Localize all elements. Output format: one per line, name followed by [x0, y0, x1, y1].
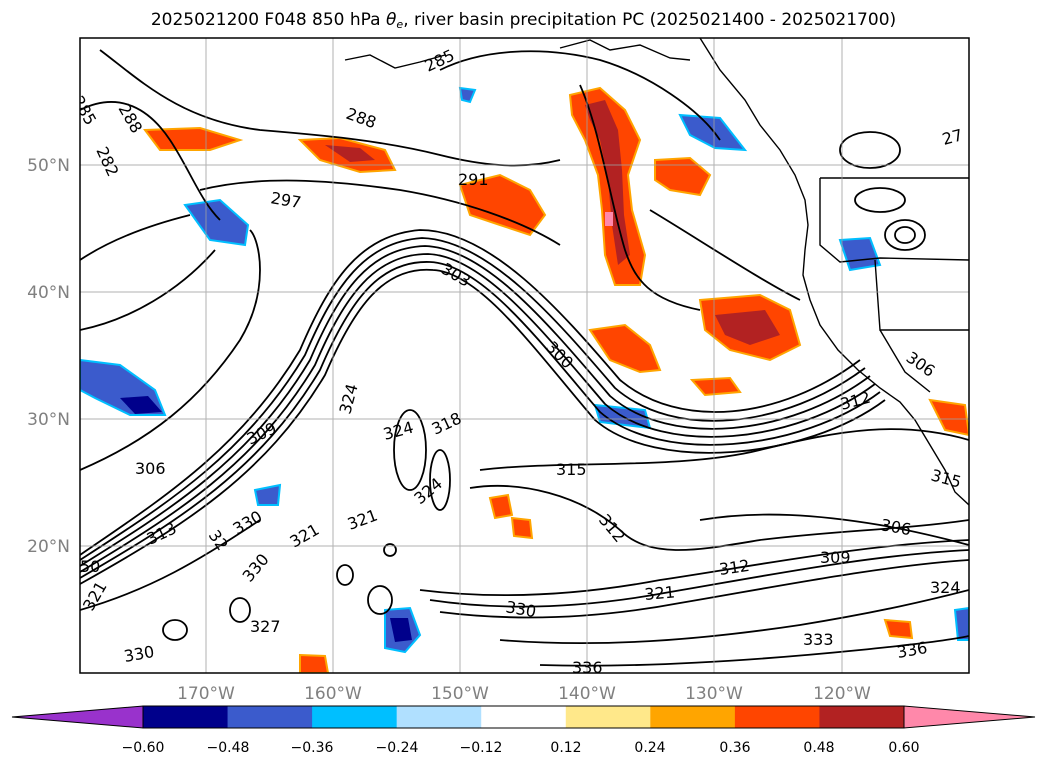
anomaly-patch — [390, 618, 412, 642]
lon-axis: 170°W 160°W 150°W 140°W 130°W 120°W — [177, 684, 871, 704]
contour-label: 291 — [458, 170, 489, 189]
colorbar-bin — [227, 706, 313, 728]
anomaly-patch — [953, 606, 969, 641]
anomaly-patch — [325, 145, 375, 162]
colorbar-bin — [734, 706, 820, 728]
graticule — [80, 38, 969, 673]
contour-label: 309 — [820, 548, 851, 567]
anomaly-patch — [678, 113, 748, 152]
lon-tick-label: 140°W — [558, 684, 616, 704]
lat-axis: 50°N 40°N 30°N 20°N — [27, 156, 70, 557]
colorbar-bin — [481, 706, 567, 728]
contour-label: 306 — [135, 459, 166, 478]
map-frame — [79, 37, 970, 674]
anomaly-patch — [120, 396, 162, 414]
lon-tick-label: 130°W — [685, 684, 743, 704]
anomaly-patch — [883, 618, 914, 640]
colorbar-tick-label: −0.48 — [207, 740, 250, 756]
colorbar-bins — [143, 706, 905, 728]
coastline — [344, 38, 969, 506]
contour-labels: 285 288 282 285 288 291 297 303 300 27 3… — [80, 45, 965, 677]
contour-label: 50 — [80, 557, 100, 576]
anomaly-patch — [143, 126, 244, 151]
colorbar-over — [903, 705, 1036, 729]
contour-label: 315 — [556, 460, 587, 479]
anomaly-patch — [838, 236, 882, 272]
contour-label: 327 — [250, 617, 281, 636]
anomaly-patch — [458, 86, 477, 104]
colorbar-ticks: −0.60 −0.48 −0.36 −0.24 −0.12 0.12 0.24 … — [122, 740, 920, 756]
anomaly-patch — [654, 156, 712, 197]
colorbar-tick-label: 0.36 — [719, 740, 750, 756]
precip-shading — [80, 86, 969, 673]
anomaly-patch — [488, 493, 514, 520]
colorbar-tick-label: 0.24 — [634, 740, 665, 756]
colorbar-frame — [142, 705, 905, 729]
lat-tick-label: 30°N — [27, 410, 70, 430]
lon-tick-label: 150°W — [431, 684, 489, 704]
contour-label: 312 — [718, 556, 751, 579]
colorbar-bin — [396, 706, 482, 728]
anomaly-max — [605, 212, 613, 226]
anomaly-patch — [928, 398, 969, 437]
colorbar-tick-label: 0.12 — [550, 740, 581, 756]
lat-tick-label: 20°N — [27, 537, 70, 557]
lon-tick-label: 160°W — [304, 684, 362, 704]
colorbar-bin — [143, 706, 229, 728]
colorbar-bin — [819, 706, 905, 728]
anomaly-patch — [299, 653, 330, 673]
map-title: 2025021200 F048 850 hPa θe, river basin … — [150, 10, 897, 31]
colorbar-bin — [565, 706, 651, 728]
lon-tick-label: 170°W — [177, 684, 235, 704]
contour-label: 336 — [572, 658, 603, 677]
contour-label: 27 — [940, 125, 965, 149]
anomaly-patch — [689, 376, 742, 397]
colorbar-bin — [312, 706, 398, 728]
colorbar-under — [11, 705, 144, 729]
colorbar-tick-label: −0.24 — [376, 740, 419, 756]
colorbar-bin — [650, 706, 736, 728]
contour-label: 321 — [644, 582, 676, 604]
colorbar: −0.60 −0.48 −0.36 −0.24 −0.12 0.12 0.24 … — [11, 705, 1036, 756]
anomaly-patch — [253, 483, 282, 506]
lat-tick-label: 50°N — [27, 156, 70, 176]
colorbar-tick-label: −0.60 — [122, 740, 165, 756]
anomaly-patch — [510, 516, 534, 540]
anomaly-patch — [588, 323, 662, 374]
colorbar-tick-label: 0.48 — [803, 740, 834, 756]
anomaly-patch — [458, 173, 547, 237]
lat-tick-label: 40°N — [27, 283, 70, 303]
colorbar-tick-label: 0.60 — [888, 740, 919, 756]
colorbar-tick-label: −0.36 — [291, 740, 334, 756]
theta-e-contours — [80, 49, 969, 667]
contour-label: 324 — [930, 578, 961, 597]
anomaly-patch — [715, 310, 780, 345]
colorbar-tick-label: −0.12 — [460, 740, 503, 756]
contour-label: 333 — [803, 630, 834, 649]
lon-tick-label: 120°W — [813, 684, 871, 704]
